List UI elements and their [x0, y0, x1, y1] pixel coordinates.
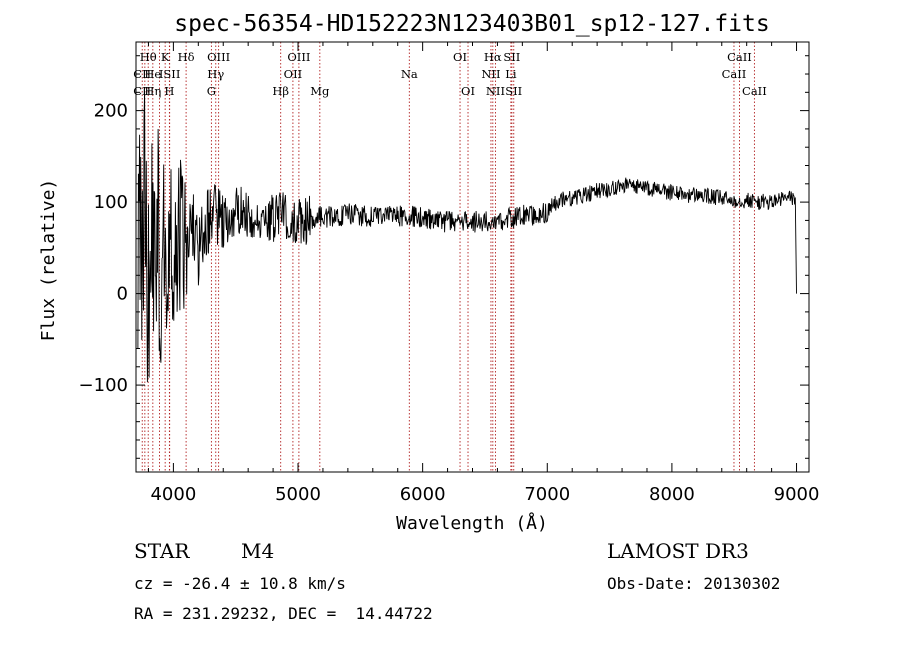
line-mark-label: ISII	[159, 67, 181, 81]
x-tick-label: 8000	[649, 484, 695, 505]
line-mark-label: SII	[503, 50, 520, 64]
line-mark-label: CaII	[722, 67, 747, 81]
line-mark-label: SII	[505, 84, 522, 98]
line-mark-label: NII	[486, 84, 505, 98]
line-mark-label: OI	[461, 84, 475, 98]
y-tick-label: 100	[94, 192, 128, 213]
line-mark-label: OIII	[207, 50, 230, 64]
series-layer	[137, 90, 797, 383]
ra-dec: RA = 231.29232, DEC = 14.44722	[134, 604, 433, 623]
x-tick-label: 6000	[400, 484, 446, 505]
object-class: STAR	[134, 539, 190, 563]
line-mark-label: Na	[401, 67, 418, 81]
line-mark-label: G	[207, 84, 216, 98]
line-mark-label: NII	[481, 67, 500, 81]
line-mark-label: Hθ	[140, 50, 157, 64]
chart-title: spec-56354-HD152223N123403B01_sp12-127.f…	[174, 11, 769, 37]
line-mark-label: Hα	[484, 50, 502, 64]
line-mark-label: Hβ	[272, 84, 289, 98]
line-mark-label: Hδ	[178, 50, 195, 64]
tick-labels: 4000 5000 6000 7000 8000 9000 −100 0 100 200	[79, 101, 820, 505]
x-tick-label: 7000	[524, 484, 570, 505]
y-axis-label: Flux (relative)	[38, 179, 59, 342]
line-mark-label: Hγ	[207, 67, 224, 81]
survey-name: LAMOST DR3	[607, 539, 749, 563]
obs-date: Obs-Date: 20130302	[607, 574, 781, 593]
object-subclass: M4	[241, 539, 275, 563]
x-tick-label: 4000	[150, 484, 196, 505]
x-tick-label: 5000	[275, 484, 321, 505]
line-mark-label: Mg	[310, 84, 330, 98]
line-mark-label: He	[144, 67, 161, 81]
line-mark-label: OI	[453, 50, 467, 64]
line-mark-label: H	[164, 84, 174, 98]
plot-frame	[135, 41, 810, 473]
line-mark-label: K	[161, 50, 170, 64]
redshift-cz: cz = -26.4 ± 10.8 km/s	[134, 574, 346, 593]
line-mark-label: Li	[505, 67, 517, 81]
line-mark-label: OIII	[287, 50, 310, 64]
spectrum-series	[137, 90, 797, 383]
y-tick-label: 200	[94, 101, 128, 122]
y-tick-label: −100	[79, 375, 128, 396]
axis-ticks	[136, 42, 809, 472]
line-mark-label: OII	[284, 67, 303, 81]
line-mark-label: CII	[133, 84, 151, 98]
line-marks: Hθ CII CII KHe Hη ISII H Hδ OIII Hγ G OIII OII Hβ Mg Na…	[133, 42, 767, 472]
line-mark-label: CaII	[742, 84, 767, 98]
line-mark-label: Hη	[144, 84, 161, 98]
line-mark-label: CII	[133, 67, 151, 81]
line-mark-label: CaII	[727, 50, 752, 64]
x-tick-label: 9000	[774, 484, 820, 505]
x-axis-label: Wavelength (Å)	[396, 512, 548, 534]
y-tick-label: 0	[117, 284, 128, 305]
